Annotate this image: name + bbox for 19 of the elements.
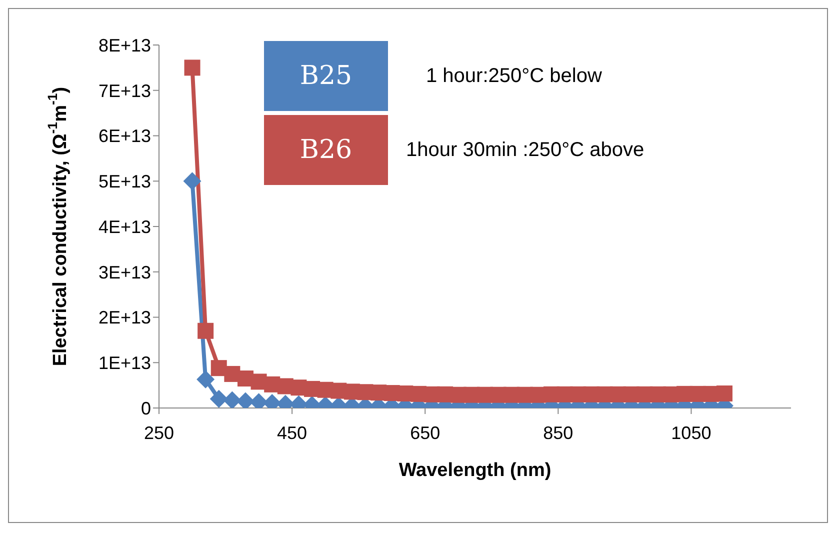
annotation: 1 hour:250°C below xyxy=(426,64,602,88)
y-tick-label: 4E+13 xyxy=(98,216,151,237)
y-tick-label: 2E+13 xyxy=(98,308,151,328)
x-tick-label: 850 xyxy=(543,422,574,443)
y-tick-label: 3E+13 xyxy=(98,262,151,282)
y-tick-label: 0 xyxy=(140,398,151,418)
y-tick-label: 7E+13 xyxy=(98,80,151,101)
y-tick-label: 8E+13 xyxy=(98,35,151,56)
x-tick-label: 650 xyxy=(410,422,440,443)
text: B25 xyxy=(264,41,388,111)
y-tick-label: 6E+13 xyxy=(98,126,151,146)
x-tick-label: 450 xyxy=(277,422,308,443)
x-tick-label: 250 xyxy=(144,422,174,443)
y-tick-label: 1E+13 xyxy=(98,353,151,374)
x-axis-title: Wavelength (nm) xyxy=(398,460,552,481)
y-tick-label: 5E+13 xyxy=(98,172,151,192)
annotation: 1hour 30min :250°C above xyxy=(406,138,644,162)
text: B26 xyxy=(264,115,388,185)
x-tick-label: 1050 xyxy=(671,422,712,443)
